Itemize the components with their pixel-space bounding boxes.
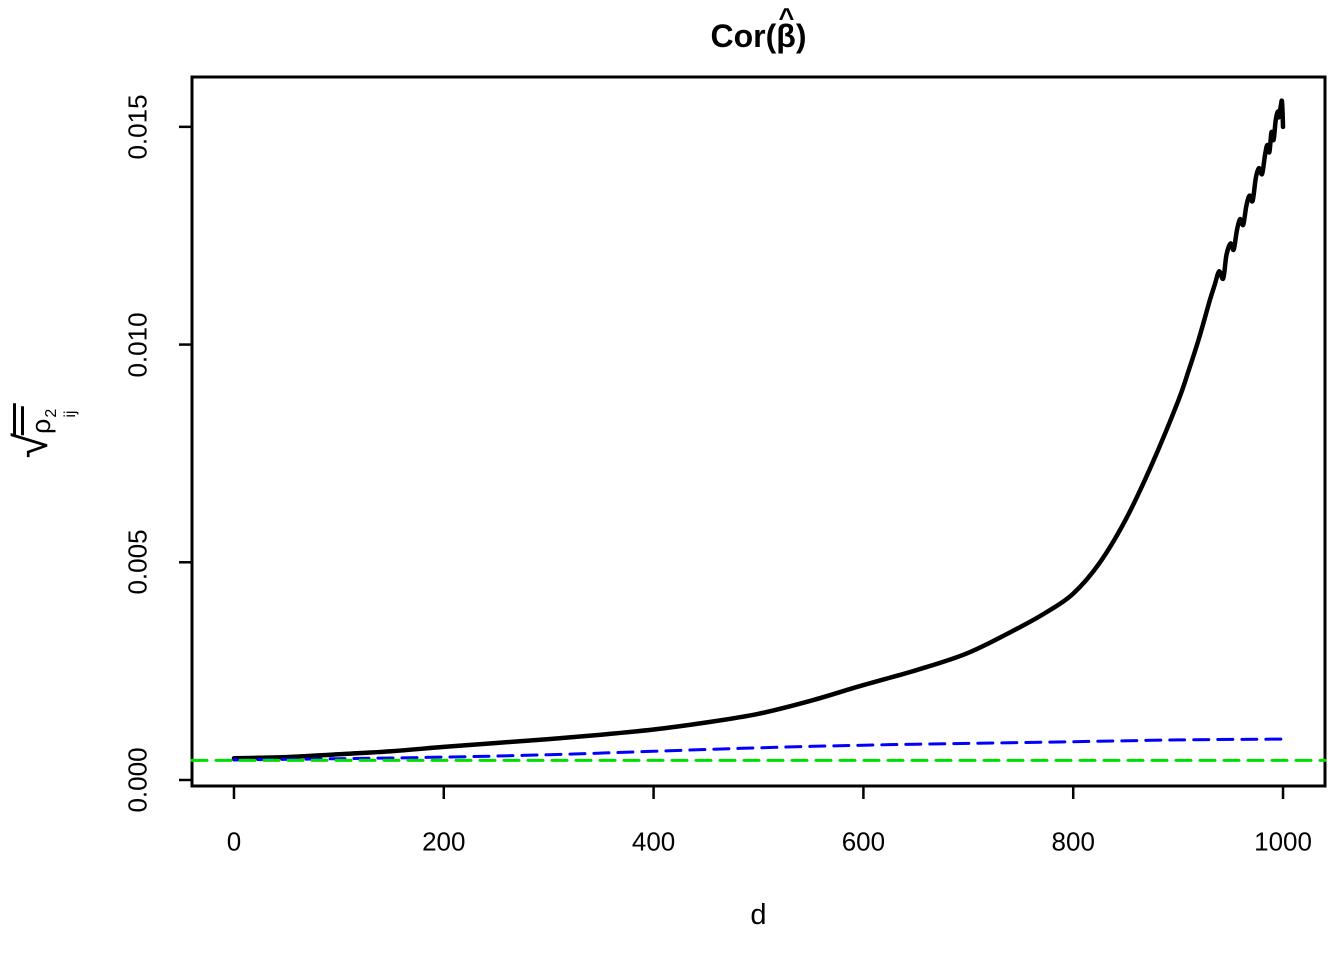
hat-accent: ^ [778, 2, 795, 34]
x-axis-label: d [750, 899, 767, 931]
title-suffix: ) [795, 18, 807, 54]
black-solid-curve [231, 98, 1286, 761]
blue-dashed-line [232, 737, 1285, 762]
plot-box [190, 75, 1327, 788]
x-tick-label: 600 [841, 826, 886, 857]
y-tick-label: 0.010 [122, 312, 153, 378]
plot-title: Cor(^ β) [192, 2, 1325, 60]
x-tick-label: 200 [422, 826, 466, 857]
y-tick-label: 0.005 [122, 529, 153, 595]
beta-hat-symbol: ^ β [776, 2, 796, 60]
y-tick-label: 0.000 [122, 747, 153, 813]
x-tick-label: 1000 [1254, 826, 1312, 857]
x-tick-label: 800 [1051, 826, 1095, 857]
y-tick-label: 0.015 [122, 94, 153, 160]
beta-glyph: β [776, 18, 796, 54]
x-tick-label: 400 [631, 826, 676, 857]
x-tick-label: 0 [226, 826, 242, 857]
title-prefix: Cor( [710, 18, 777, 54]
